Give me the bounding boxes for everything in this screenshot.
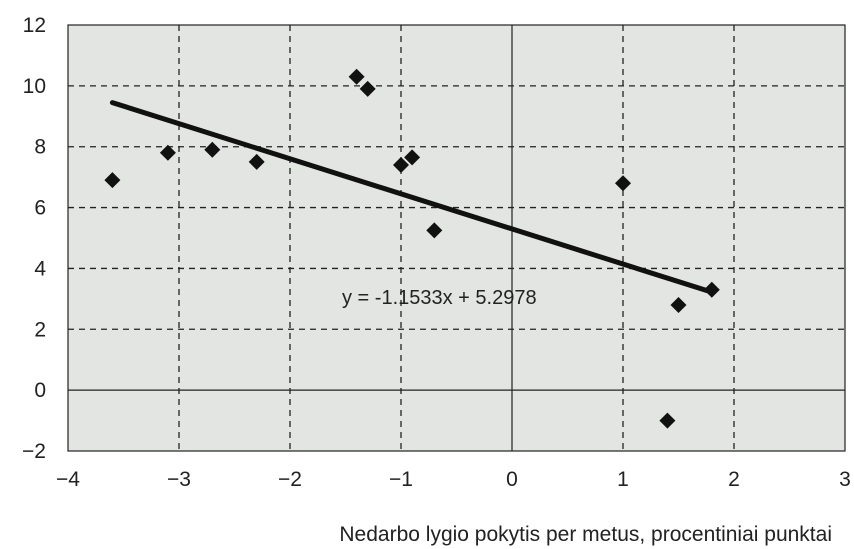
data-point: [404, 149, 421, 166]
x-tick-label: 0: [506, 468, 518, 491]
data-point: [659, 412, 676, 429]
grid: [68, 25, 845, 451]
y-tick-label: 2: [34, 318, 46, 341]
y-tick-label: 10: [23, 75, 46, 98]
data-point: [348, 68, 365, 85]
data-points: [104, 68, 720, 429]
data-point: [703, 281, 720, 298]
x-tick-label: 1: [617, 468, 629, 491]
trendline: [109, 100, 715, 295]
data-point: [359, 80, 376, 97]
x-tick-label: 2: [728, 468, 740, 491]
y-tick-label: 6: [34, 197, 46, 220]
x-axis-label: Nedarbo lygio pokytis per metus, procent…: [339, 523, 832, 546]
x-tick-label: −2: [278, 468, 302, 491]
data-point: [670, 296, 687, 313]
y-tick-label: 0: [34, 379, 46, 402]
trendline-equation: y = -1.1533x + 5.2978: [342, 287, 537, 309]
x-tick-label: −1: [389, 468, 413, 491]
y-tick-label: 12: [23, 14, 46, 37]
x-tick-label: −3: [167, 468, 191, 491]
plot-area: [67, 24, 846, 452]
y-tick-label: 8: [34, 136, 46, 159]
data-point: [426, 222, 443, 239]
data-point: [204, 141, 221, 158]
x-tick-label: 3: [839, 468, 851, 491]
data-point: [615, 175, 631, 192]
trendline-group: [109, 100, 715, 295]
y-tick-label: 4: [34, 257, 46, 280]
data-point: [248, 153, 265, 170]
y-tick-label: −2: [22, 440, 46, 463]
data-point: [393, 156, 409, 173]
data-point: [104, 172, 121, 189]
data-point: [159, 144, 176, 161]
x-tick-label: −4: [56, 468, 80, 491]
